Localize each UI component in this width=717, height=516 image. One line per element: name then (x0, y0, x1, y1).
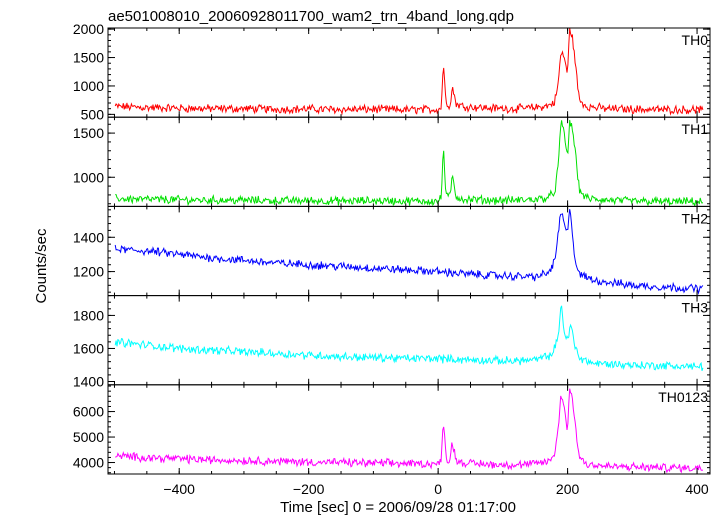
y-tick-label: 1500 (73, 125, 104, 141)
panel-label-th0: TH0 (682, 32, 709, 48)
panel-label-th2: TH2 (682, 210, 709, 226)
y-tick-label: 4000 (73, 455, 104, 471)
panel-frame-th3 (107, 295, 711, 386)
y-tick-label: 1000 (73, 169, 104, 185)
series-line-th0123 (115, 388, 704, 474)
y-tick-label: 1400 (73, 229, 104, 245)
x-tick-label: 0 (434, 481, 442, 497)
panel-frame-th1 (107, 116, 711, 207)
series-line-th0 (114, 28, 704, 116)
x-tick-label: −400 (163, 481, 195, 497)
y-tick-label: 2000 (73, 21, 104, 37)
series-line-th2 (114, 209, 704, 295)
x-tick-label: 200 (556, 481, 580, 497)
x-axis-label: Time [sec] 0 = 2006/09/28 01:17:00 (280, 499, 516, 516)
y-tick-label: 1500 (73, 50, 104, 66)
chart-title: ae501008010_20060928011700_wam2_trn_4ban… (108, 8, 514, 25)
panel-label-th3: TH3 (682, 300, 709, 316)
y-tick-label: 5000 (73, 429, 104, 445)
y-tick-label: 500 (81, 106, 105, 122)
y-tick-label: 1200 (73, 264, 104, 280)
y-tick-label: 6000 (73, 404, 104, 420)
y-tick-label: 1600 (73, 340, 104, 356)
y-axis-label: Counts/sec (33, 228, 50, 304)
panel-label-th1: TH1 (682, 121, 709, 137)
panel-frame-th0 (107, 27, 711, 118)
x-tick-label: −200 (293, 481, 325, 497)
series-line-th3 (114, 305, 704, 371)
y-tick-label: 1800 (73, 307, 104, 323)
panel-frame-th0123 (107, 384, 711, 475)
panel-frame-th2 (107, 205, 711, 297)
panel-label-th0123: TH0123 (658, 389, 708, 405)
x-tick-label: 400 (685, 481, 709, 497)
y-tick-label: 1400 (73, 373, 104, 389)
y-tick-label: 1000 (73, 78, 104, 94)
series-line-th1 (115, 119, 704, 207)
